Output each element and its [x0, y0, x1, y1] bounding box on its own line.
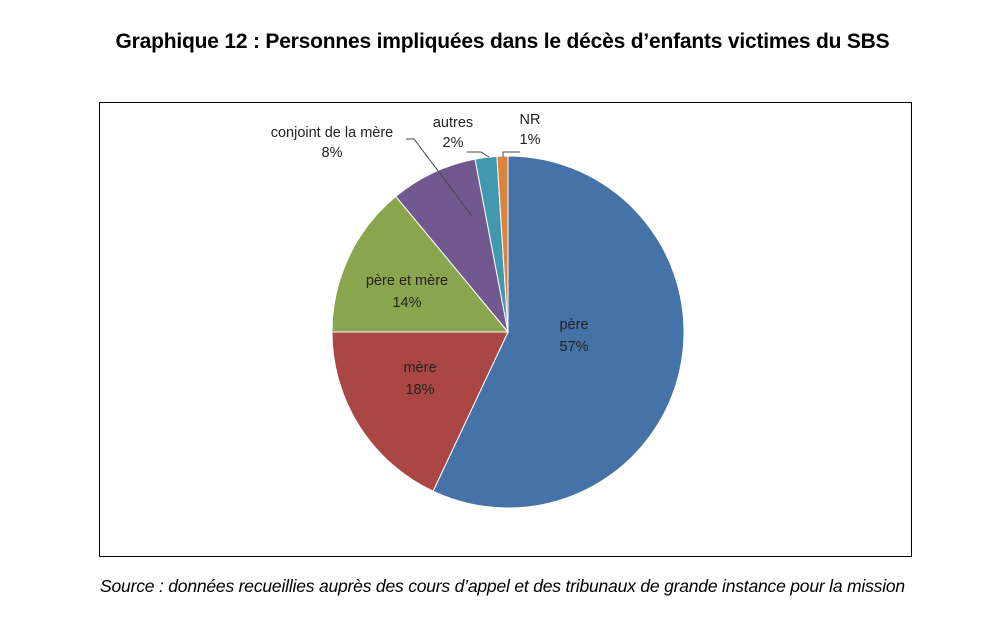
pie-chart: conjoint de la mère 8% autres 2% NR 1% p…: [271, 112, 685, 509]
leader-line-autres: [467, 151, 490, 158]
label-mere-name: mère: [403, 360, 436, 376]
pie-slice-père-et-mère: [331, 195, 510, 333]
leader-line-nr: [502, 151, 520, 157]
label-pere-mere-pct: 14%: [392, 295, 421, 311]
label-pere-name: père: [559, 317, 588, 333]
label-nr-name: NR: [520, 112, 541, 128]
chart-frame: conjoint de la mère 8% autres 2% NR 1% p…: [99, 102, 912, 557]
label-mere-pct: 18%: [405, 382, 434, 398]
pie-slices: [331, 155, 685, 509]
label-autres-pct: 2%: [443, 135, 464, 151]
pie-slice-père: [432, 155, 685, 509]
chart-title: Graphique 12 : Personnes impliquées dans…: [115, 30, 890, 53]
label-nr-pct: 1%: [520, 132, 541, 148]
label-pere-pct: 57%: [559, 339, 588, 355]
leader-line-conjoint: [406, 138, 473, 217]
source-note: Source : données recueillies auprès des …: [100, 576, 905, 596]
pie-slice-NR: [496, 155, 509, 333]
label-conjoint-name: conjoint de la mère: [271, 125, 394, 141]
label-conjoint-pct: 8%: [322, 145, 343, 161]
label-pere-mere-name: père et mère: [366, 273, 448, 289]
pie-slice-conjoint-de-la-mère: [395, 158, 509, 333]
pie-slice-mère: [331, 331, 509, 492]
label-autres-name: autres: [433, 115, 473, 131]
